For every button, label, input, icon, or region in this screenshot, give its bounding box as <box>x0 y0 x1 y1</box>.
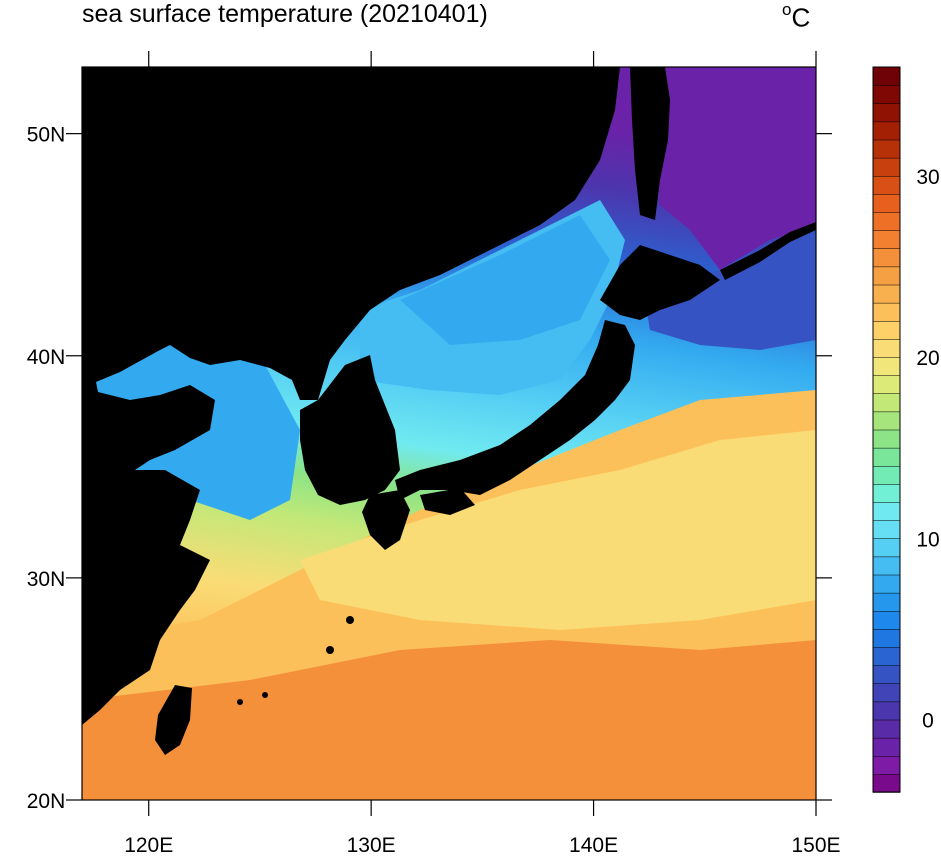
colorbar-swatch <box>872 66 901 86</box>
colorbar-labels: 0 10 20 30 <box>916 166 939 733</box>
colorbar-swatch <box>872 483 901 503</box>
japan-sea-north <box>400 215 610 345</box>
subtropical-band <box>300 430 816 630</box>
colorbar-swatch <box>872 646 901 666</box>
lat-tick-label: 50N <box>27 124 66 147</box>
ryukyu-island <box>346 616 354 624</box>
shikoku <box>420 488 475 515</box>
latitude-axis: 20N 30N 40N 50N <box>27 124 832 813</box>
colorbar <box>872 66 901 793</box>
lon-tick-label: 120E <box>124 834 173 857</box>
colorbar-swatch <box>872 411 901 431</box>
colorbar-swatch <box>872 356 901 376</box>
longitude-axis: 120E 130E 140E 150E <box>124 51 841 857</box>
hokkaido <box>600 245 720 320</box>
colorbar-swatch <box>872 338 901 358</box>
ryukyu-island <box>262 692 268 698</box>
colorbar-label: 10 <box>916 528 939 551</box>
colorbar-swatch <box>872 157 901 177</box>
kuril-islands <box>720 222 816 280</box>
colorbar-swatch <box>872 302 901 322</box>
ryukyu-island <box>237 699 243 705</box>
colorbar-swatch <box>872 175 901 195</box>
colorbar-swatch <box>872 592 901 612</box>
colorbar-swatch <box>872 628 901 648</box>
colorbar-label: 20 <box>916 347 939 370</box>
lat-tick-label: 20N <box>27 790 66 813</box>
taiwan <box>155 685 192 755</box>
okhotsk-sea <box>655 67 816 270</box>
colorbar-swatch <box>872 501 901 521</box>
colorbar-swatch <box>872 229 901 249</box>
tropical-warm <box>82 640 816 800</box>
colorbar-swatch <box>872 519 901 539</box>
colorbar-swatch <box>872 139 901 159</box>
colorbar-swatch <box>872 683 901 703</box>
colorbar-swatch <box>872 556 901 576</box>
colorbar-swatch <box>872 737 901 757</box>
colorbar-swatch <box>872 84 901 104</box>
colorbar-swatch <box>872 719 901 739</box>
asia-mainland <box>82 67 620 725</box>
kyushu <box>362 490 410 550</box>
sakhalin <box>630 67 670 220</box>
colorbar-swatch <box>872 374 901 394</box>
colorbar-label: 30 <box>916 166 939 189</box>
oyashio-region <box>640 225 816 350</box>
colorbar-swatch <box>872 429 901 449</box>
colorbar-swatch <box>872 755 901 775</box>
lon-tick-label: 130E <box>347 834 396 857</box>
honshu <box>395 320 635 500</box>
lat-tick-label: 40N <box>27 346 66 369</box>
lat-tick-label: 30N <box>27 568 66 591</box>
unit-label: oC <box>782 0 811 34</box>
colorbar-swatch <box>872 773 901 793</box>
colorbar-swatch <box>872 701 901 721</box>
colorbar-swatch <box>872 393 901 413</box>
map-field <box>82 67 816 800</box>
lon-tick-label: 140E <box>569 834 618 857</box>
map-title: sea surface temperature (20210401) <box>82 0 488 28</box>
colorbar-swatch <box>872 664 901 684</box>
colorbar-swatch <box>872 266 901 286</box>
colorbar-swatch <box>872 121 901 141</box>
colorbar-swatch <box>872 320 901 340</box>
colorbar-swatch <box>872 284 901 304</box>
colorbar-swatch <box>872 610 901 630</box>
colorbar-swatch <box>872 574 901 594</box>
degree-sign: o <box>782 0 792 19</box>
ryukyu-island <box>326 646 334 654</box>
colorbar-swatch <box>872 103 901 123</box>
colorbar-swatch <box>872 538 901 558</box>
colorbar-label: 0 <box>922 710 934 733</box>
colorbar-swatch <box>872 211 901 231</box>
unit-letter: C <box>791 2 811 33</box>
colorbar-swatch <box>872 193 901 213</box>
lon-tick-label: 150E <box>791 834 840 857</box>
map-frame <box>81 66 817 801</box>
colorbar-frame <box>872 66 901 793</box>
korean-peninsula <box>300 355 400 505</box>
colorbar-swatch <box>872 465 901 485</box>
colorbar-swatch <box>872 447 901 467</box>
colorbar-swatch <box>872 248 901 268</box>
